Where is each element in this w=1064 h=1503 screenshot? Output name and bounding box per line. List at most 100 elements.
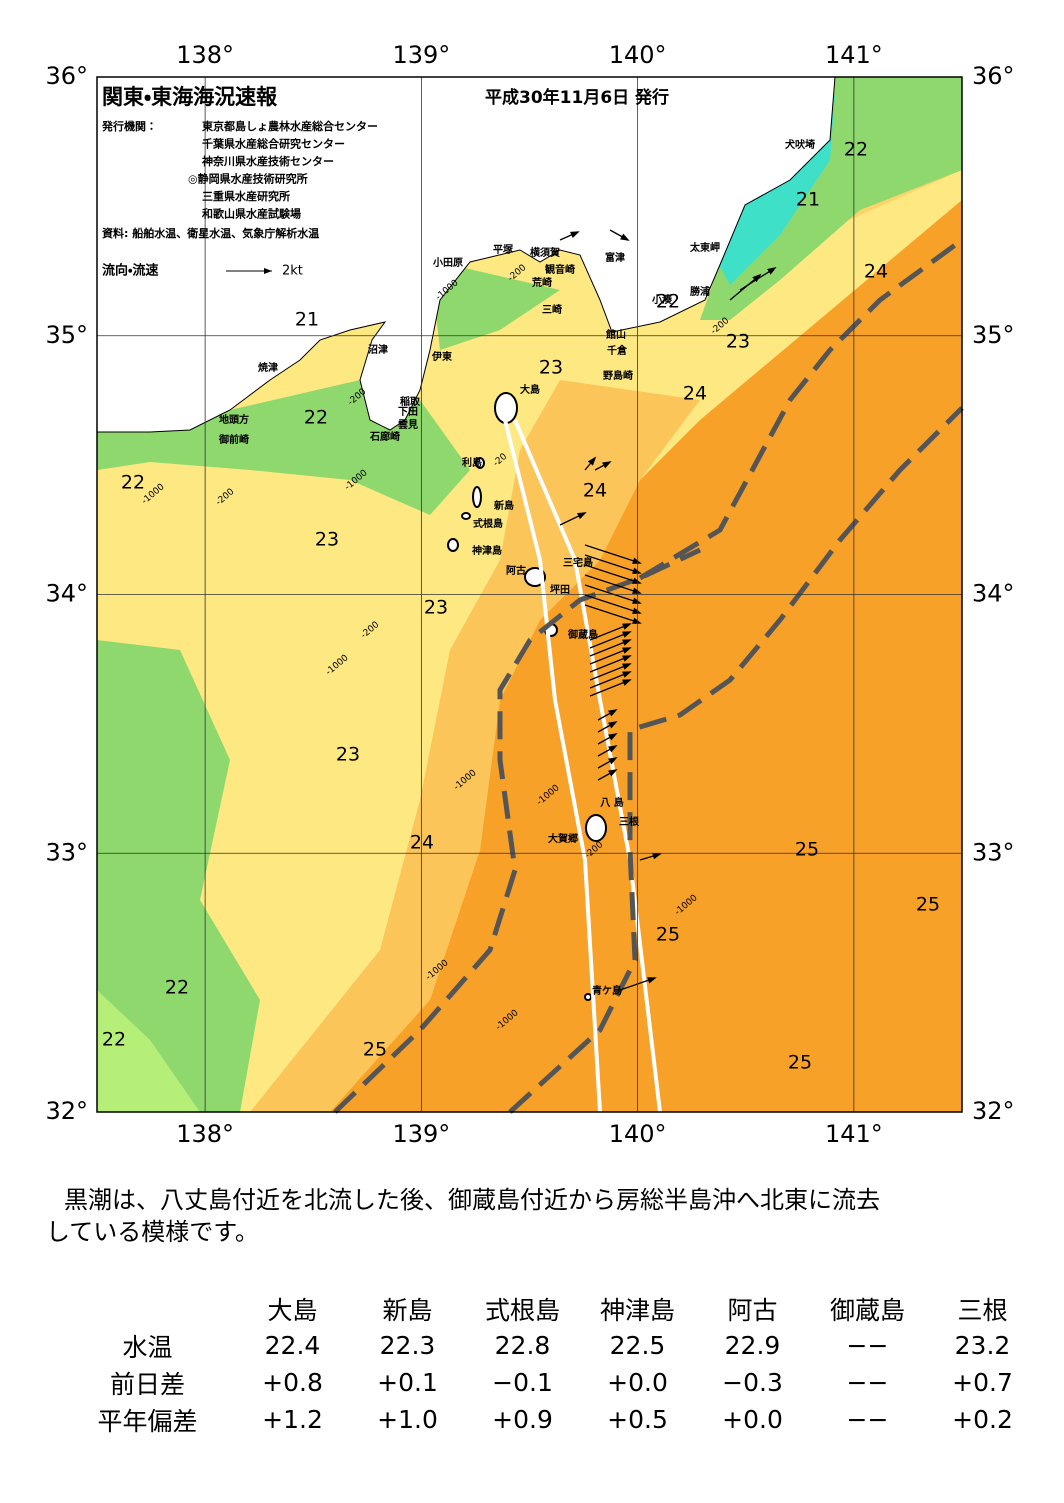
cell: −0.1 xyxy=(492,1368,553,1397)
current-arrowhead xyxy=(622,639,632,646)
current-arrowhead xyxy=(622,671,632,678)
current-arrowhead xyxy=(767,266,777,275)
place-name: 小田原 xyxy=(432,256,463,269)
place-name: 御前崎 xyxy=(218,433,249,446)
place-name: 坪田 xyxy=(550,583,570,596)
current-arrow xyxy=(584,554,641,574)
isotherm-label: 22 xyxy=(656,291,680,313)
place-name: 太東岬 xyxy=(689,241,720,254)
current-arrowhead xyxy=(577,512,587,520)
cell: +0.1 xyxy=(377,1368,438,1397)
row: 水温 22.4 22.3 22.8 22.5 22.9 −− 23.2 xyxy=(60,1327,1040,1364)
map-frame xyxy=(96,76,963,1113)
isotherm-label: 23 xyxy=(726,331,750,353)
place-name: 八 島 xyxy=(600,796,623,809)
current-arrowhead xyxy=(608,721,618,729)
place-name: 館山 xyxy=(605,328,626,341)
place-name: 三崎 xyxy=(542,303,562,316)
current-arrowhead xyxy=(608,745,618,753)
map: 関東・東海海況速報 平成30年11月6日 発行 発行機関： 資料: 船舶水温、衛… xyxy=(45,41,1015,1148)
place-name: 利島 xyxy=(462,456,482,469)
islands xyxy=(447,392,607,1001)
place-name: 稲取 xyxy=(400,395,421,408)
cell: 22.9 xyxy=(724,1331,781,1360)
lon-label: 139° xyxy=(392,1120,450,1148)
cell: +0.7 xyxy=(952,1368,1013,1397)
cell: −0.3 xyxy=(722,1368,783,1397)
place-name: 伊東 xyxy=(431,350,452,363)
current-arrowhead xyxy=(608,733,618,741)
isotherm-label: 22 xyxy=(165,977,189,999)
lat-label: 33° xyxy=(972,838,1015,866)
isotherm-label: 23 xyxy=(336,744,360,766)
cell: +1.2 xyxy=(262,1405,323,1434)
issuer: 和歌山県水産試験場 xyxy=(202,207,301,221)
issuer-label: 発行機関： xyxy=(101,119,157,133)
cell: 23.2 xyxy=(954,1331,1011,1360)
place-name: 平塚 xyxy=(493,243,514,256)
lon-label: 139° xyxy=(392,41,450,69)
current-arrowhead xyxy=(620,233,630,241)
place-name: 地頭方 xyxy=(219,413,249,426)
place-name: 荒崎 xyxy=(531,276,552,289)
column-header: 神津島 xyxy=(599,1295,675,1325)
lat-label: 32° xyxy=(45,1097,88,1125)
column-header: 阿古 xyxy=(727,1295,778,1325)
issuer: 東京都島しょ農林水産総合センター xyxy=(202,119,378,133)
current-arrowhead xyxy=(587,456,597,466)
isotherm-label: 25 xyxy=(788,1052,812,1074)
place-name: 大賀郷 xyxy=(548,832,578,845)
isotherm-label: 24 xyxy=(864,261,888,283)
isotherm-label: 24 xyxy=(583,480,607,502)
kuroshio-axis xyxy=(333,237,964,1114)
legend-arrowhead xyxy=(264,268,272,274)
isotherm-label: 25 xyxy=(656,924,680,946)
header-row: 大島 新島 式根島 神津島 阿古 御蔵島 三根 xyxy=(60,1290,1040,1327)
place-name: 犬吠埼 xyxy=(785,138,815,151)
column-header: 大島 xyxy=(267,1295,318,1325)
current-arrowhead xyxy=(647,977,657,984)
lon-label: 141° xyxy=(825,41,883,69)
cell: +0.0 xyxy=(722,1405,783,1434)
cell: 22.5 xyxy=(609,1331,666,1360)
lat-label: 36° xyxy=(45,62,88,90)
isotherm-label: 22 xyxy=(304,407,328,429)
place-name: 雲見 xyxy=(398,419,418,431)
isotherm-label: 22 xyxy=(121,472,145,494)
place-name: 横須賀 xyxy=(530,246,560,259)
summary-line: 黒潮は、八丈島付近を北流した後、御蔵島付近から房総半島沖へ北東に流去 xyxy=(64,1186,880,1214)
current-arrowhead xyxy=(608,757,618,765)
isotherm-label: 23 xyxy=(539,357,563,379)
cell: −− xyxy=(846,1405,889,1434)
place-name: 阿古 xyxy=(506,564,526,577)
isotherm-label: 25 xyxy=(363,1039,387,1061)
current-arrowhead xyxy=(622,631,632,638)
cell: +0.9 xyxy=(492,1405,553,1434)
current-arrow xyxy=(584,574,641,594)
summary-line: している模様です。 xyxy=(46,1218,259,1246)
cell: −− xyxy=(846,1368,889,1397)
lon-label: 140° xyxy=(609,1120,667,1148)
isotherm-label: 21 xyxy=(796,189,820,211)
lat-label: 34° xyxy=(45,580,88,608)
isotherm-label: 21 xyxy=(295,309,319,331)
summary: 黒潮は、八丈島付近を北流した後、御蔵島付近から房総半島沖へ北東に流去している模様… xyxy=(46,1184,1026,1248)
current-arrowhead xyxy=(602,461,612,469)
lat-label: 35° xyxy=(972,321,1015,349)
place-name: 小湊 xyxy=(651,293,673,306)
current-arrowhead xyxy=(608,709,618,717)
row-label: 前日差 xyxy=(109,1369,185,1399)
cell: +1.0 xyxy=(377,1405,438,1434)
current-arrowhead xyxy=(622,647,632,654)
place-name: 勝浦 xyxy=(690,285,710,298)
row: 前日差 +0.8 +0.1 −0.1 +0.0 −0.3 −− +0.7 xyxy=(60,1364,1040,1401)
ship-track xyxy=(503,419,662,1113)
data-table: 大島 新島 式根島 神津島 阿古 御蔵島 三根 水温 22.4 22.3 22.8 22.5 22.9 −… xyxy=(60,1290,1040,1438)
current-arrow xyxy=(584,544,641,564)
place-name: 御蔵島 xyxy=(567,628,598,641)
cell: 22.3 xyxy=(379,1331,436,1360)
current-arrowhead xyxy=(622,663,632,670)
lat-label: 34° xyxy=(972,580,1015,608)
current-arrowhead xyxy=(622,679,632,686)
